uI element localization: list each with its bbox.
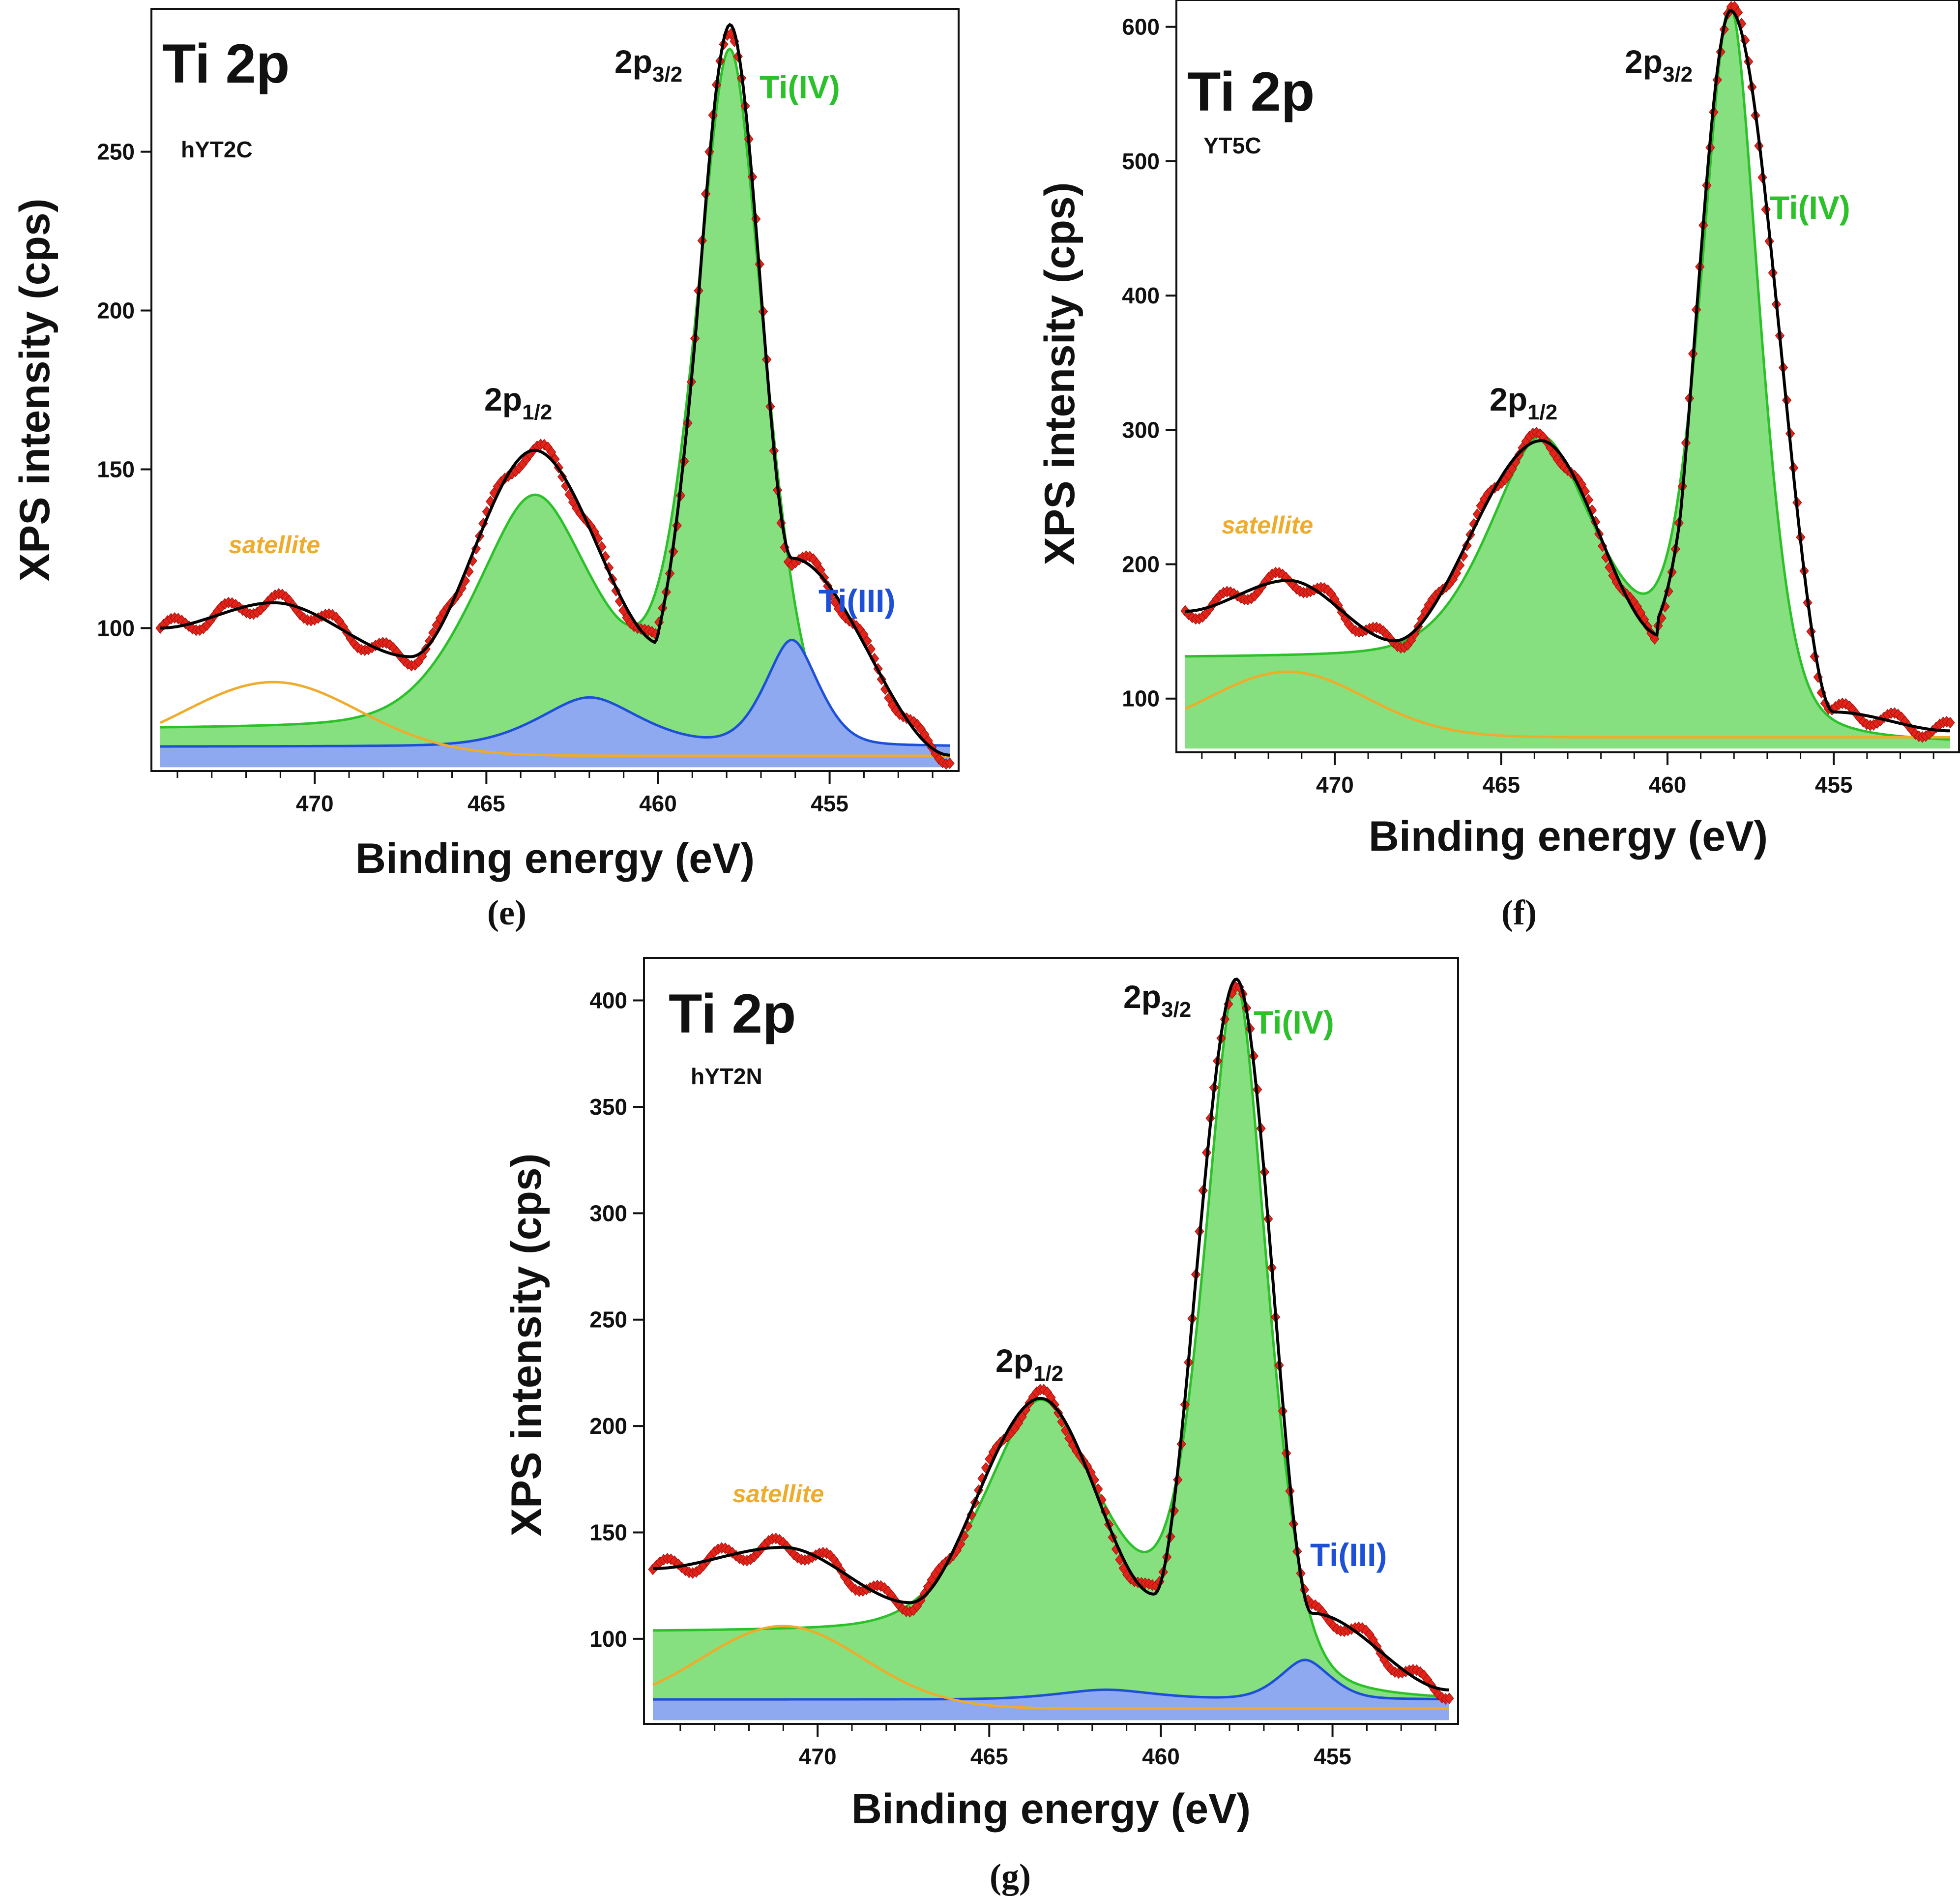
label-2p3-2: 2p3/2	[614, 43, 682, 87]
data-point	[1580, 485, 1590, 497]
label-2p3-2: 2p3/2	[1123, 979, 1191, 1022]
satellite-line	[1184, 670, 1950, 739]
plot-area	[648, 978, 1454, 1721]
label-ti4: Ti(IV)	[760, 69, 840, 105]
label-ti3: Ti(III)	[819, 583, 895, 619]
label-2p1-2: 2p1/2	[995, 1342, 1063, 1386]
label-2p1-2: 2p1/2	[1490, 381, 1557, 424]
sample-label: hYT2C	[181, 137, 253, 162]
x-tick-label: 465	[468, 791, 505, 816]
y-tick-label: 200	[97, 298, 135, 324]
axis-ticks: 100 200 300 400 500 600 470 465 460 455	[1122, 14, 1934, 798]
fit-envelope-line	[652, 978, 1450, 1691]
data-point	[1361, 1624, 1371, 1636]
label-ti3: Ti(III)	[1310, 1537, 1387, 1573]
label-ti4: Ti(IV)	[1770, 189, 1850, 226]
data-point	[1323, 584, 1333, 596]
label-satellite: satellite	[229, 531, 320, 559]
data-point	[547, 446, 556, 458]
y-tick-label: 500	[1122, 148, 1160, 174]
y-axis-title: XPS intensity (cps)	[11, 199, 59, 582]
label-2p1-2: 2p1/2	[484, 381, 552, 424]
ti3-area	[160, 640, 950, 768]
satellite-line	[652, 1625, 1449, 1710]
y-tick-label: 300	[1122, 417, 1160, 443]
satellite-line	[159, 681, 950, 757]
axis-ticks: 100 150 200 250 470 465 460 455	[97, 139, 934, 816]
data-point	[1945, 716, 1955, 729]
y-tick-label: 100	[589, 1626, 627, 1652]
y-tick-label: 150	[589, 1520, 627, 1545]
panel-caption: (f)	[1501, 893, 1537, 932]
data-point	[1378, 625, 1388, 637]
x-tick-label: 470	[296, 791, 334, 816]
fit-envelope-line	[1185, 9, 1950, 733]
fit-envelope-line	[160, 23, 950, 757]
x-tick-label: 465	[970, 1744, 1008, 1769]
data-point	[1415, 1666, 1425, 1678]
x-tick-label: 470	[1316, 772, 1354, 798]
data-point	[945, 757, 955, 770]
x-axis-title: Binding energy (eV)	[851, 1785, 1251, 1833]
y-tick-label: 100	[1122, 686, 1160, 712]
data-point	[783, 556, 793, 568]
panel-f: 100 200 300 400 500 600 470 465 460 455 Ti 2p YT5…	[1036, 0, 1960, 932]
x-tick-label: 465	[1482, 772, 1520, 798]
y-axis-title: XPS intensity (cps)	[1036, 182, 1083, 565]
data-point	[862, 635, 872, 647]
panel-title: Ti 2p	[162, 33, 290, 94]
y-axis-title: XPS intensity (cps)	[503, 1154, 550, 1537]
y-tick-label: 350	[589, 1094, 627, 1120]
data-point	[1598, 540, 1608, 552]
panel-caption: (e)	[487, 893, 527, 932]
x-axis-title: Binding energy (eV)	[355, 835, 755, 882]
x-tick-label: 460	[1142, 1744, 1180, 1769]
y-tick-label: 400	[1122, 283, 1160, 308]
data-point	[432, 619, 441, 631]
y-tick-label: 250	[97, 139, 135, 165]
label-ti4: Ti(IV)	[1254, 1004, 1334, 1040]
ti4-area	[653, 983, 1449, 1721]
label-satellite: satellite	[732, 1480, 824, 1508]
y-tick-label: 150	[97, 456, 135, 482]
ti3-line	[653, 1659, 1449, 1701]
y-tick-label: 600	[1122, 14, 1160, 40]
panel-title: Ti 2p	[1187, 61, 1315, 122]
y-tick-label: 250	[589, 1307, 627, 1333]
x-axis-title: Binding energy (eV)	[1369, 813, 1768, 860]
y-tick-label: 200	[589, 1413, 627, 1439]
x-tick-label: 460	[1649, 772, 1687, 798]
plot-frame	[643, 957, 1459, 1725]
plot-area	[1180, 0, 1955, 749]
axis-ticks: 100 150 200 250 300 350 400 470 465 460 455	[589, 988, 1436, 1769]
panel-title: Ti 2p	[669, 983, 796, 1044]
x-tick-label: 455	[1314, 1744, 1351, 1769]
label-satellite: satellite	[1222, 511, 1313, 539]
data-point	[879, 1582, 889, 1594]
ti3-area	[653, 1660, 1449, 1721]
y-tick-label: 200	[1122, 552, 1160, 577]
x-tick-label: 455	[1815, 772, 1853, 798]
ti3-line	[160, 638, 950, 748]
panel-e: 100 150 200 250 470 465 460 455 Ti 2p hYT2C Bin…	[11, 8, 960, 932]
sample-label: hYT2N	[691, 1064, 762, 1089]
y-tick-label: 400	[589, 988, 627, 1013]
data-point	[1650, 633, 1660, 645]
panel-caption: (g)	[990, 1857, 1031, 1896]
sample-label: YT5C	[1203, 133, 1261, 158]
y-tick-label: 100	[97, 615, 135, 641]
x-tick-label: 470	[799, 1744, 837, 1769]
ti4-area	[1185, 5, 1950, 749]
ti4-area	[160, 49, 950, 768]
x-tick-label: 460	[639, 791, 677, 816]
data-point	[1444, 1692, 1454, 1704]
y-tick-label: 300	[589, 1200, 627, 1226]
x-tick-label: 455	[811, 791, 848, 816]
label-2p3-2: 2p3/2	[1625, 43, 1693, 87]
plot-area	[155, 23, 955, 770]
